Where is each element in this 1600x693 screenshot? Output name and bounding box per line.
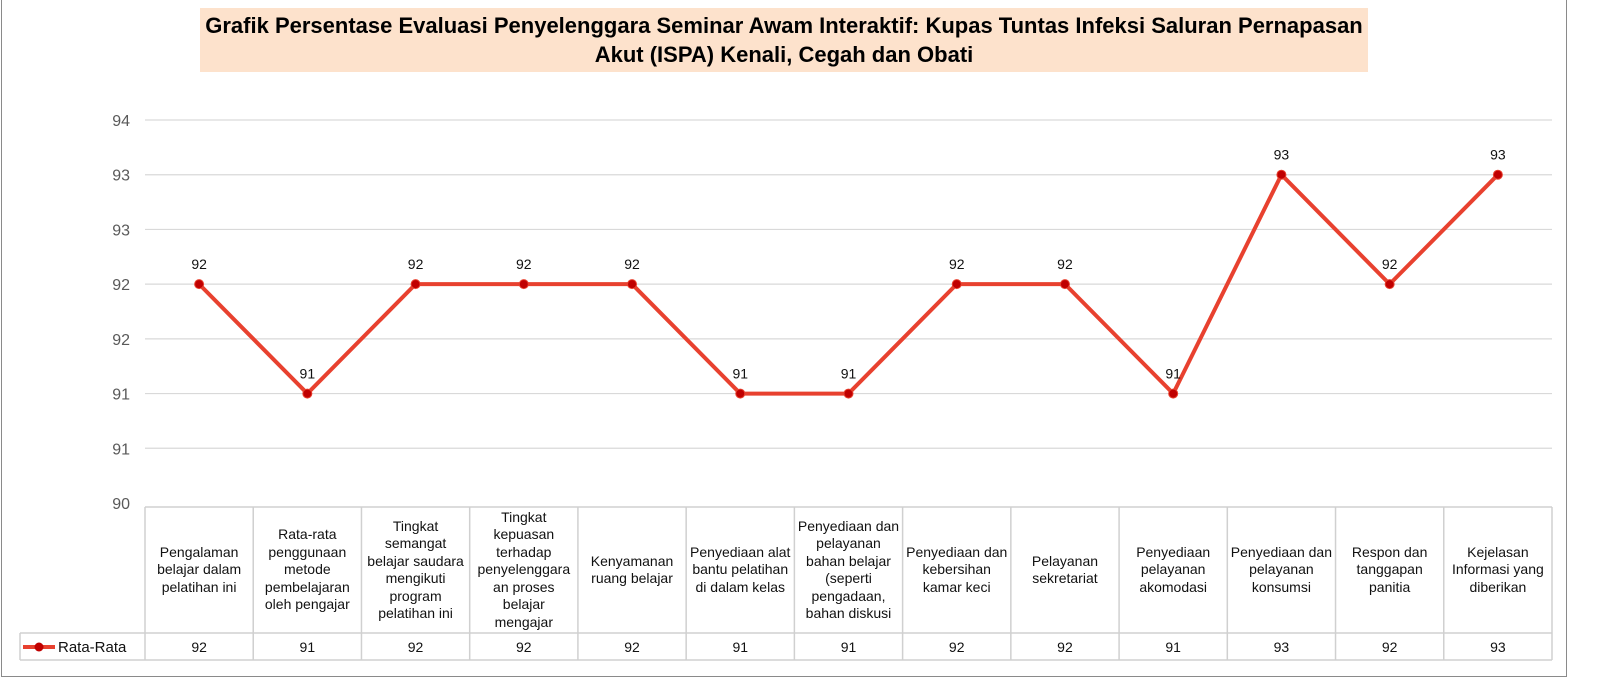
data-point [627, 279, 638, 290]
data-point [843, 388, 854, 399]
data-label: 93 [1490, 147, 1506, 163]
data-label: 93 [1274, 147, 1290, 163]
category-label: Penyediaan pelayanan akomodasi [1136, 543, 1211, 595]
category-label: Respon dan tanggapan panitia [1351, 543, 1428, 595]
y-tick-label: 93 [112, 222, 130, 239]
data-point [302, 388, 313, 399]
data-label: 91 [1165, 366, 1181, 382]
category-label: Penyediaan dan pelayanan bahan belajar (… [797, 517, 900, 622]
table-value: 92 [1381, 638, 1398, 655]
y-tick-label: 90 [112, 496, 130, 513]
category-label: Tingkat kepuasan terhadap penyelenggara … [477, 508, 571, 630]
data-label: 91 [300, 366, 316, 382]
table-value: 92 [191, 638, 207, 655]
data-label: 91 [732, 366, 748, 382]
table-value: 93 [1490, 638, 1506, 655]
data-point [194, 279, 205, 290]
category-label: Penyediaan alat bantu pelatihan di dalam… [690, 543, 791, 595]
data-point [735, 388, 746, 399]
category-label: Rata-rata penggunaan metode pembelajaran… [264, 526, 350, 613]
data-point [518, 279, 529, 290]
category-label: Kenyamanan ruang belajar [590, 552, 674, 587]
data-label: 92 [1382, 256, 1398, 272]
y-tick-label: 94 [112, 113, 130, 130]
table-value: 92 [948, 638, 965, 655]
legend-marker [34, 642, 44, 652]
table-value: 92 [516, 638, 532, 655]
data-label: 91 [841, 366, 857, 382]
data-point [1168, 388, 1179, 399]
data-point [1492, 169, 1503, 180]
data-point [1384, 279, 1395, 290]
category-label: Penyediaan dan kebersihan kamar keci [906, 543, 1008, 595]
category-label: Tingkat semangat belajar saudara mengiku… [367, 517, 464, 622]
data-point [410, 279, 421, 290]
y-tick-label: 92 [112, 332, 130, 349]
table-value: 91 [299, 638, 316, 655]
category-label: Pelayanan sekretariat [1031, 552, 1099, 587]
data-label: 92 [516, 256, 532, 272]
table-value: 92 [1057, 638, 1073, 655]
data-label: 92 [1057, 256, 1073, 272]
chart-title: Grafik Persentase Evaluasi Penyelenggara… [200, 8, 1368, 72]
category-label: Penyediaan dan pelayanan konsumsi [1230, 543, 1332, 595]
table-value: 92 [624, 638, 640, 655]
data-point [1276, 169, 1287, 180]
table-value: 91 [1165, 638, 1181, 655]
data-point [1059, 279, 1070, 290]
data-point [951, 279, 962, 290]
data-label: 92 [949, 256, 965, 272]
data-label: 92 [191, 256, 207, 272]
y-tick-label: 91 [112, 441, 130, 458]
data-label: 92 [624, 256, 640, 272]
legend-label: Rata-Rata [58, 639, 127, 656]
y-tick-label: 91 [112, 387, 130, 404]
data-label: 92 [408, 256, 424, 272]
table-value: 91 [732, 638, 749, 655]
y-tick-label: 93 [112, 168, 130, 185]
chart-frame [1, 0, 1567, 677]
y-tick-label: 92 [112, 277, 130, 294]
table-value: 93 [1273, 638, 1290, 655]
category-label: Kejelasan Informasi yang diberikan [1451, 543, 1544, 595]
table-value: 92 [407, 638, 424, 655]
category-label: Pengalaman belajar dalam pelatihan ini [157, 543, 242, 595]
table-value: 91 [840, 638, 857, 655]
